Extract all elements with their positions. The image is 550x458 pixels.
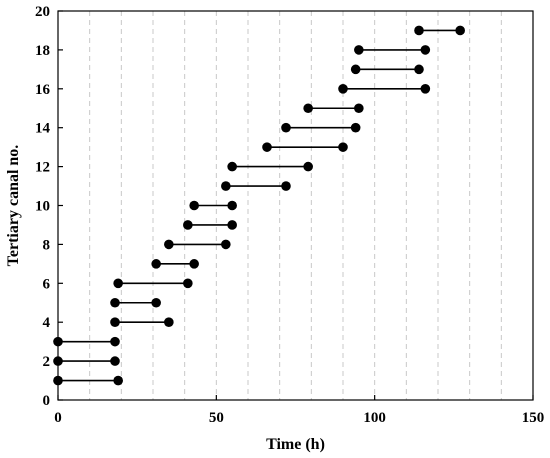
interval-end-point: [281, 181, 291, 191]
interval-end-point: [227, 200, 237, 211]
interval-end-point: [113, 375, 123, 386]
interval-end-point: [221, 239, 231, 250]
interval-end-point: [354, 103, 364, 114]
interval-end-point: [350, 122, 361, 133]
interval-canal-4: [110, 317, 174, 328]
interval-end-point: [151, 297, 161, 308]
y-tick-label: 6: [43, 276, 51, 292]
interval-end-point: [455, 25, 465, 36]
interval-series: [53, 25, 465, 386]
interval-start-point: [110, 317, 120, 328]
interval-end-point: [183, 278, 193, 289]
plot-frame: [57, 10, 534, 401]
interval-canal-15: [303, 103, 364, 114]
interval-start-point: [183, 220, 193, 230]
interval-end-point: [227, 220, 237, 230]
interval-canal-18: [354, 45, 431, 55]
y-tick-label: 14: [35, 121, 51, 137]
interval-end-point: [110, 336, 120, 347]
interval-canal-14: [281, 122, 361, 133]
x-tick-label: 100: [363, 410, 386, 426]
y-tick-label: 2: [43, 354, 51, 370]
y-tick-label: 20: [35, 4, 50, 20]
interval-canal-5: [110, 297, 161, 308]
interval-canal-17: [350, 64, 424, 75]
y-tick-label: 12: [35, 160, 50, 176]
interval-end-point: [420, 84, 431, 94]
interval-start-point: [110, 297, 120, 308]
interval-start-point: [221, 181, 231, 191]
interval-canal-11: [221, 181, 291, 191]
y-axis-label: Tertiary canal no.: [5, 145, 22, 267]
gridlines: [89, 11, 502, 400]
interval-end-point: [110, 356, 120, 366]
interval-canal-12: [227, 161, 313, 172]
interval-start-point: [338, 84, 348, 94]
interval-start-point: [227, 161, 237, 172]
interval-start-point: [164, 239, 174, 250]
interval-canal-2: [53, 356, 120, 366]
interval-start-point: [303, 103, 313, 114]
interval-end-point: [338, 142, 348, 152]
interval-start-point: [281, 122, 291, 133]
interval-canal-16: [338, 84, 431, 94]
y-tick-label: 10: [35, 199, 50, 215]
y-tick-label: 16: [35, 82, 51, 98]
x-axis-label: Time (h): [266, 436, 325, 453]
x-tick-label: 150: [522, 410, 545, 426]
interval-end-point: [420, 45, 431, 55]
interval-start-point: [354, 45, 364, 55]
interval-canal-6: [113, 278, 193, 289]
interval-start-point: [189, 200, 199, 211]
interval-start-point: [113, 278, 123, 289]
interval-canal-3: [53, 336, 120, 347]
interval-canal-10: [189, 200, 237, 211]
interval-canal-13: [262, 142, 348, 152]
y-tick-label: 0: [43, 393, 51, 409]
interval-canal-1: [53, 375, 123, 386]
interval-canal-8: [164, 239, 231, 250]
interval-end-point: [414, 64, 424, 75]
interval-canal-9: [183, 220, 237, 230]
axis-ticks: 0 50 100 150 0 2 4 6 8 10 12 14 16 18 20: [35, 4, 544, 426]
interval-start-point: [414, 25, 424, 36]
interval-canal-7: [151, 259, 199, 269]
interval-start-point: [350, 64, 361, 75]
interval-start-point: [262, 142, 272, 152]
interval-canal-19: [414, 25, 465, 36]
y-tick-label: 8: [43, 237, 51, 253]
x-tick-label: 0: [54, 410, 62, 426]
x-tick-label: 50: [209, 410, 224, 426]
interval-end-point: [303, 161, 313, 172]
y-tick-label: 18: [35, 43, 50, 59]
interval-end-point: [189, 259, 199, 269]
y-tick-label: 4: [43, 315, 51, 331]
interval-start-point: [151, 259, 161, 269]
interval-end-point: [164, 317, 174, 328]
